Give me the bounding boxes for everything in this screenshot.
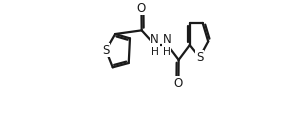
Text: N: N [163, 33, 171, 46]
Text: S: S [196, 51, 203, 64]
Text: H: H [163, 47, 171, 57]
Text: H: H [151, 47, 159, 57]
Text: O: O [174, 77, 183, 90]
Text: N: N [150, 33, 159, 46]
Text: O: O [137, 2, 146, 15]
Text: S: S [102, 44, 110, 57]
